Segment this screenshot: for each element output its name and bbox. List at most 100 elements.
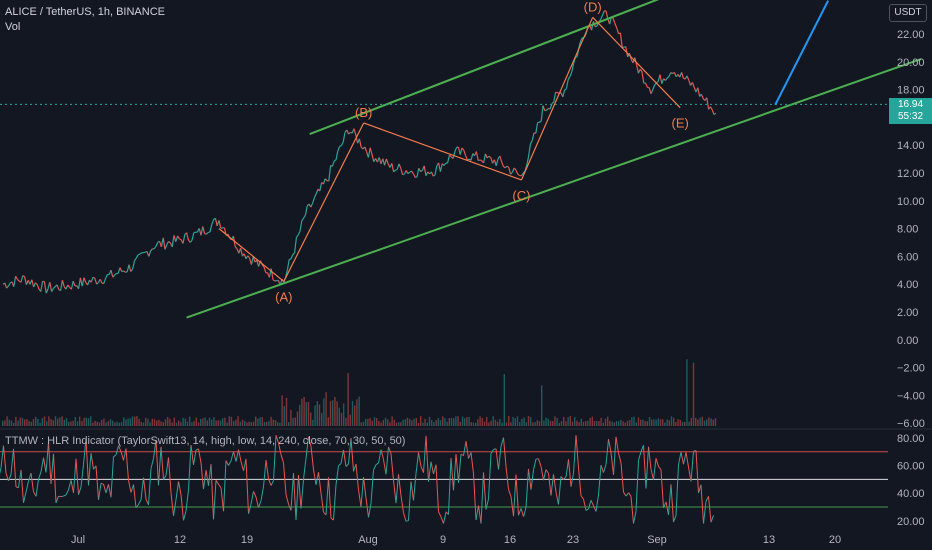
osc-segment [230, 451, 234, 462]
volume-bar [296, 411, 299, 426]
volume-bar [393, 419, 395, 426]
volume-bar [486, 417, 488, 426]
volume-bar [272, 419, 274, 426]
price-segment [65, 284, 69, 290]
volume-bar [604, 418, 607, 426]
volume-bar [182, 417, 184, 426]
volume-bar [281, 395, 283, 426]
price-segment [612, 18, 616, 24]
osc-segment [50, 453, 54, 485]
volume-bar [565, 421, 567, 426]
osc-segment [643, 445, 647, 489]
price-segment [546, 108, 549, 111]
volume-bar [433, 422, 435, 426]
price-segment [648, 87, 652, 94]
volume-bar [153, 419, 156, 426]
osc-segment [495, 448, 499, 470]
price-segment [121, 270, 124, 273]
osc-segment [628, 492, 632, 497]
price-segment [81, 277, 85, 287]
volume-bar [552, 421, 554, 426]
price-segment [639, 68, 643, 73]
price-segment [182, 234, 186, 244]
osc-segment [55, 496, 59, 504]
osc-segment [518, 508, 522, 516]
price-segment [40, 281, 44, 292]
osc-segment [658, 466, 662, 470]
price-segment [200, 226, 204, 236]
volume-bar [435, 420, 437, 426]
osc-segment [510, 496, 514, 517]
osc-segment [620, 462, 624, 493]
price-segment [515, 170, 519, 175]
osc-segment [200, 462, 204, 490]
volume-bar [578, 422, 580, 426]
price-segment [335, 150, 339, 160]
volume-bar [219, 420, 222, 426]
volume-bar [490, 420, 492, 426]
osc-segment [685, 452, 689, 468]
price-segment [139, 252, 142, 255]
price-segment [272, 279, 276, 282]
volume-bar [651, 419, 653, 426]
price-segment [601, 10, 605, 16]
volume-bar [215, 420, 217, 426]
price-segment [540, 105, 544, 122]
price-segment [616, 28, 620, 35]
osc-segment [563, 476, 567, 480]
price-segment [645, 82, 648, 88]
osc-segment [173, 499, 177, 516]
price-segment [13, 276, 17, 287]
price-segment [135, 254, 139, 259]
osc-segment [410, 481, 414, 501]
osc-segment [85, 438, 89, 486]
volume-bar [343, 403, 345, 426]
volume-bar [387, 419, 389, 426]
volume-bar [125, 419, 127, 426]
osc-segment [218, 484, 222, 489]
volume-bar [428, 416, 431, 426]
price-segment [340, 141, 344, 146]
volume-bar [76, 421, 79, 426]
volume-bar [543, 420, 545, 426]
osc-segment [43, 457, 47, 473]
y-tick-label: 22.00 [897, 29, 925, 41]
currency-button[interactable]: USDT [889, 4, 927, 22]
volume-bar [206, 420, 208, 426]
osc-segment [283, 462, 287, 495]
volume-bar [455, 416, 457, 426]
volume-bar [224, 417, 226, 426]
volume-bar [431, 420, 433, 426]
price-segment [513, 167, 517, 171]
osc-segment [10, 448, 14, 475]
price-segment [45, 288, 49, 294]
price-segment [186, 232, 189, 241]
volume-bar [160, 421, 162, 426]
volume-bar [197, 422, 200, 426]
price-segment [484, 153, 488, 159]
price-segment [119, 267, 123, 272]
price-segment [378, 157, 382, 164]
price-segment [34, 282, 38, 285]
osc-segment [40, 457, 44, 472]
volume-bar [626, 420, 629, 426]
volume-bar [279, 422, 281, 426]
volume-bar [662, 419, 664, 426]
osc-segment [533, 458, 537, 471]
volume-bar [519, 422, 521, 426]
osc-segment [443, 511, 447, 524]
osc-segment [668, 484, 672, 515]
osc-segment [545, 469, 549, 474]
volume-bar [39, 422, 41, 426]
price-segment [24, 276, 27, 285]
volume-bar [233, 421, 235, 426]
osc-segment [655, 458, 659, 467]
volume-bar [217, 420, 219, 426]
volume-bar [129, 418, 131, 426]
volume-bar [406, 417, 409, 426]
volume-bar [670, 416, 673, 426]
volume-bar [85, 417, 87, 426]
price-segment [506, 165, 510, 168]
osc-segment [425, 435, 429, 482]
